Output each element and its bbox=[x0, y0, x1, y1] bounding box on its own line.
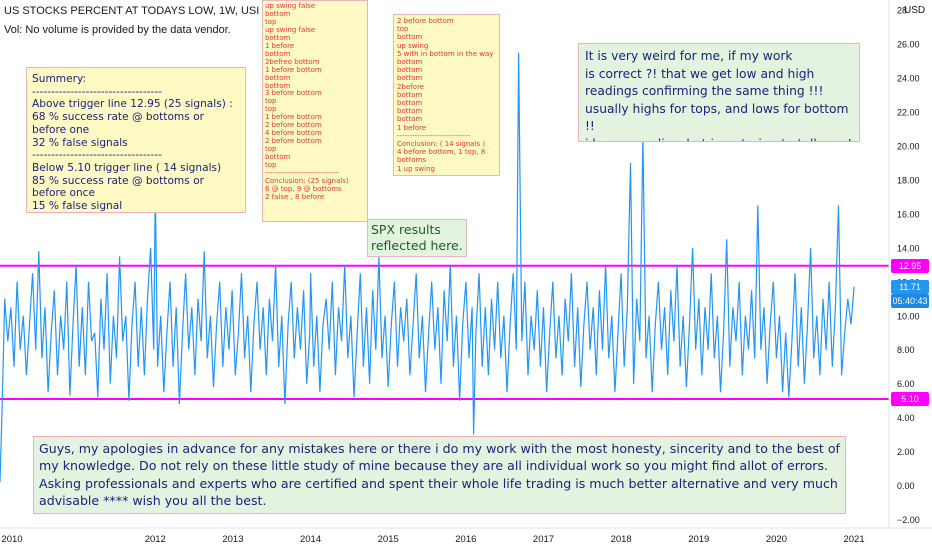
y-tick-label: 28 bbox=[897, 6, 907, 16]
lower-trigger-tag: 5.10 bbox=[891, 391, 929, 406]
y-tick-label: 8.00 bbox=[897, 345, 915, 355]
x-tick-label: 2021 bbox=[843, 534, 864, 545]
spx-note: SPX results reflected here. bbox=[367, 219, 467, 257]
y-tick-label: 2.00 bbox=[897, 447, 915, 457]
x-tick-label: 2013 bbox=[222, 534, 243, 545]
x-tick-label: 2015 bbox=[378, 534, 399, 545]
y-axis-ticks: −2.000.002.004.006.008.0010.0012.0014.00… bbox=[897, 6, 920, 525]
y-tick-label: 4.00 bbox=[897, 413, 915, 423]
y-tick-label: 14.00 bbox=[897, 243, 920, 253]
y-tick-label: 16.00 bbox=[897, 209, 920, 219]
volume-note: Vol: No volume is provided by the data v… bbox=[4, 24, 231, 36]
countdown-tag: 05:40:43 bbox=[891, 293, 929, 308]
y-tick-label: 6.00 bbox=[897, 379, 915, 389]
signals-note-1: up swing false bottom top up swing false… bbox=[262, 0, 368, 222]
y-tick-label: 20.00 bbox=[897, 142, 920, 152]
currency-label[interactable]: USD bbox=[904, 5, 926, 16]
y-tick-label: −2.00 bbox=[897, 515, 920, 525]
x-tick-label: 2016 bbox=[455, 534, 476, 545]
trigger-lines bbox=[0, 264, 889, 400]
series-line bbox=[0, 52, 855, 483]
y-tick-label: 22.00 bbox=[897, 108, 920, 118]
summary-note: Summery: -------------------------------… bbox=[26, 67, 246, 213]
x-tick-label: 2018 bbox=[611, 534, 632, 545]
x-tick-label: 2020 bbox=[766, 534, 787, 545]
disclaimer-note: Guys, my apologies in advance for any mi… bbox=[33, 436, 846, 514]
x-axis-ticks: 2010 2012 2013 2014 2015 2016 2017 2018 2019 2020… bbox=[1, 534, 864, 545]
y-tick-label: 10.00 bbox=[897, 311, 920, 321]
weird-note: It is very weird for me, if my work is c… bbox=[578, 43, 860, 142]
x-tick-label: 2014 bbox=[300, 534, 321, 545]
x-tick-label: 2019 bbox=[688, 534, 709, 545]
y-tick-label: 24.00 bbox=[897, 74, 920, 84]
y-tick-label: 26.00 bbox=[897, 40, 920, 50]
x-tick-label: 2012 bbox=[145, 534, 166, 545]
chart-title: US STOCKS PERCENT AT TODAYS LOW, 1W, USI bbox=[4, 5, 260, 17]
y-tick-label: 18.00 bbox=[897, 175, 920, 185]
x-tick-label: 2017 bbox=[533, 534, 554, 545]
x-tick-label: 2010 bbox=[1, 534, 22, 545]
signals-note-2: 2 before bottom top bottom up swing 5 wi… bbox=[393, 14, 500, 176]
last-value-tag: 11.71 bbox=[891, 279, 929, 294]
y-tick-label: 0.00 bbox=[897, 481, 915, 491]
upper-trigger-tag: 12.95 bbox=[891, 258, 929, 273]
